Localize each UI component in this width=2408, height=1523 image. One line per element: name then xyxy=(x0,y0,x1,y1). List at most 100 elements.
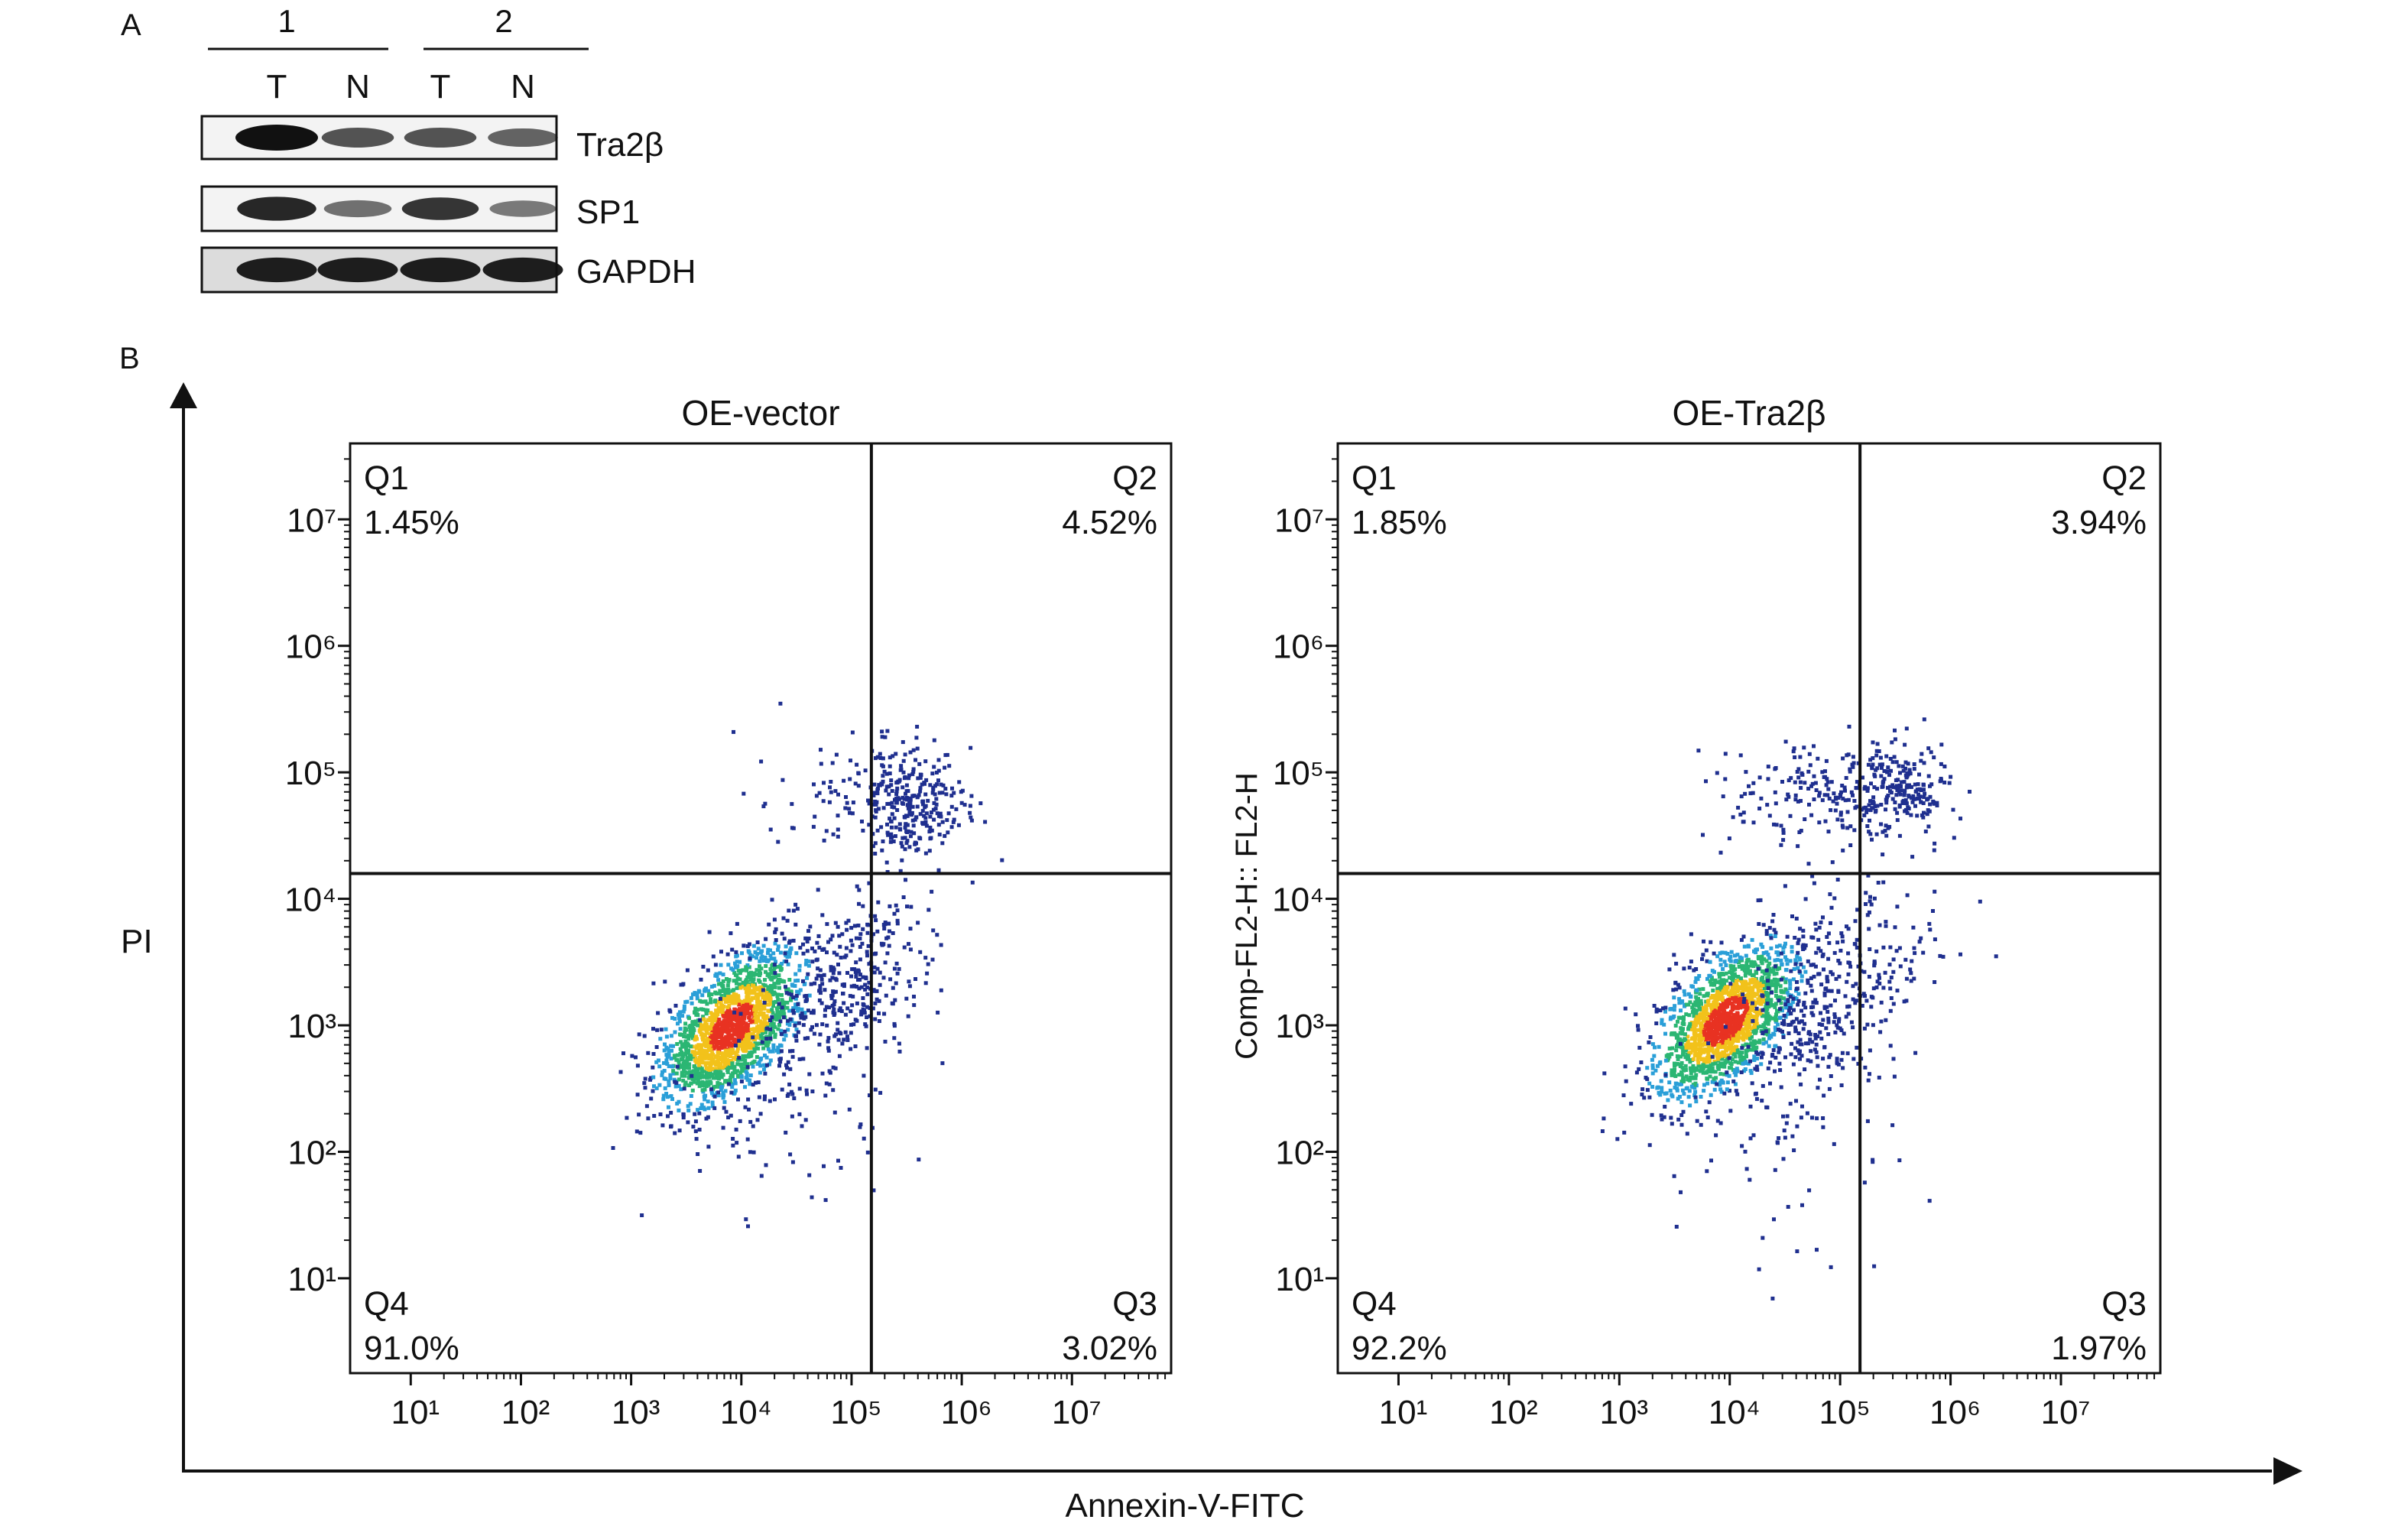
event-dot xyxy=(1686,1095,1691,1099)
event-dot xyxy=(936,868,941,872)
lane-label-1: T xyxy=(267,68,287,106)
event-dot xyxy=(802,982,806,986)
axis-ticks: 10¹ 10² 10³ 10⁴ 10⁵ 10⁶ 10⁷10⁷10⁶10⁵10⁴10³10²1… xyxy=(284,458,1167,1431)
event-dot xyxy=(867,801,871,806)
event-dot xyxy=(1812,881,1816,885)
event-dot xyxy=(1767,1044,1771,1048)
event-dot xyxy=(1813,998,1818,1002)
event-dot xyxy=(852,924,857,928)
event-dot xyxy=(1748,1031,1752,1036)
event-dot xyxy=(1773,1025,1777,1030)
event-dot xyxy=(1687,1089,1692,1093)
event-dot xyxy=(1738,1031,1743,1035)
event-dot xyxy=(844,946,849,950)
event-dot xyxy=(1879,774,1884,778)
event-dot xyxy=(1728,1046,1733,1051)
event-dot xyxy=(1715,986,1720,991)
event-dot xyxy=(820,913,825,917)
event-dot xyxy=(863,768,868,773)
event-dot xyxy=(770,1008,774,1012)
event-dot xyxy=(1706,1052,1711,1056)
event-dot xyxy=(1756,955,1761,960)
event-dot xyxy=(1800,979,1804,983)
event-dot xyxy=(969,818,974,823)
event-dot xyxy=(1777,943,1782,948)
event-dot xyxy=(1694,976,1699,980)
event-dot xyxy=(1835,1025,1840,1030)
blot-band xyxy=(323,200,392,218)
event-dot xyxy=(881,756,885,761)
event-dot xyxy=(1744,1025,1748,1030)
event-dot xyxy=(1771,1048,1776,1052)
event-dot xyxy=(907,845,912,849)
event-dot xyxy=(771,1011,775,1015)
event-dot xyxy=(837,1054,842,1058)
event-dot xyxy=(1845,924,1848,929)
x-tick-label: 10³ xyxy=(612,1394,660,1431)
event-dot xyxy=(741,1047,745,1052)
event-dot xyxy=(774,1015,778,1020)
event-dot xyxy=(677,1128,682,1133)
event-dot xyxy=(758,959,762,963)
event-dot xyxy=(1673,1074,1678,1078)
event-dot xyxy=(761,804,766,809)
event-dot xyxy=(1877,923,1882,927)
event-dot xyxy=(762,1036,767,1041)
event-dot xyxy=(834,752,839,757)
event-dot xyxy=(1751,979,1755,983)
event-dot xyxy=(856,771,861,775)
event-dot xyxy=(707,1046,712,1051)
event-dot xyxy=(694,1034,698,1039)
event-dot xyxy=(857,888,862,892)
event-dot xyxy=(903,836,907,840)
event-dot xyxy=(1787,1008,1791,1013)
event-dot xyxy=(1679,1000,1683,1005)
event-dot xyxy=(1711,1022,1715,1027)
event-dot xyxy=(758,1070,762,1075)
event-dot xyxy=(969,745,973,750)
event-dot xyxy=(744,1048,748,1053)
event-dot xyxy=(746,983,751,988)
event-dot xyxy=(657,1083,662,1087)
event-dot xyxy=(1759,958,1764,962)
event-dot xyxy=(1760,1099,1764,1103)
event-dot xyxy=(1776,1028,1780,1031)
event-dot xyxy=(801,1023,806,1028)
event-dot xyxy=(664,1092,669,1096)
event-dot xyxy=(1696,1042,1701,1047)
event-dot xyxy=(1769,946,1774,950)
event-dot xyxy=(654,1086,659,1090)
event-dot xyxy=(1871,762,1875,767)
event-dot xyxy=(1722,1012,1727,1017)
event-dot xyxy=(1704,1037,1709,1041)
event-dot xyxy=(813,981,817,986)
event-dot xyxy=(699,1043,704,1047)
event-dot xyxy=(1761,951,1766,955)
event-dot xyxy=(1871,1023,1875,1028)
event-dot xyxy=(687,1016,691,1021)
event-dot xyxy=(721,1058,725,1063)
event-dot xyxy=(1760,954,1764,959)
blot-band xyxy=(237,196,316,221)
event-dot xyxy=(806,963,811,968)
y-tick-label: 10⁶ xyxy=(285,628,336,666)
event-dot xyxy=(709,997,713,1002)
event-dot xyxy=(1883,970,1887,975)
event-dot xyxy=(1779,958,1783,963)
event-dot xyxy=(794,994,799,998)
event-dot xyxy=(1706,1003,1711,1008)
event-dot xyxy=(853,1044,858,1048)
event-dot xyxy=(707,930,712,934)
event-dot xyxy=(721,1125,725,1130)
event-dot xyxy=(1806,978,1810,982)
event-dot xyxy=(777,1023,781,1027)
event-dot xyxy=(1832,1015,1837,1019)
event-dot xyxy=(730,1025,735,1029)
event-dot xyxy=(888,839,893,844)
event-dot xyxy=(855,985,859,989)
event-dot xyxy=(739,1080,744,1083)
event-dot xyxy=(1772,972,1777,976)
event-dot xyxy=(1621,1093,1626,1098)
event-dot xyxy=(889,778,894,783)
event-dot xyxy=(714,1063,719,1067)
